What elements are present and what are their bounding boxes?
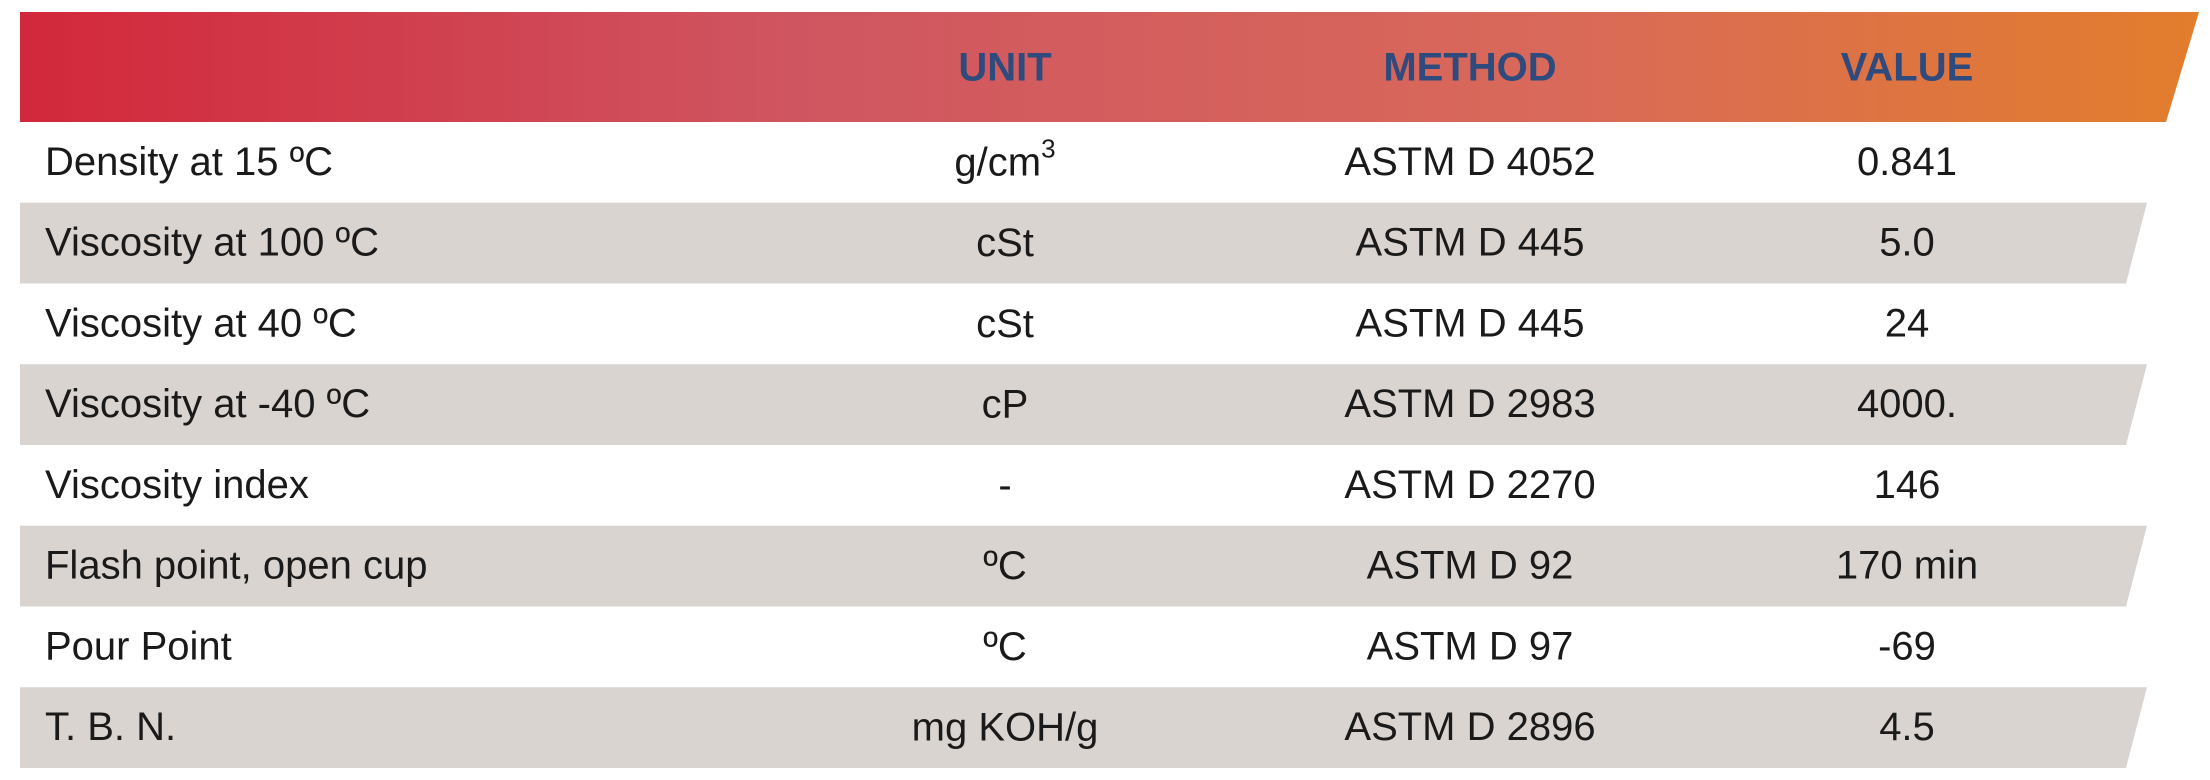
row-band (20, 364, 2147, 445)
method: ASTM D 2983 (1344, 382, 1595, 426)
value: 5.0 (1879, 221, 1935, 265)
value: 0.841 (1857, 140, 1957, 184)
value: 4000. (1857, 382, 1957, 426)
row-band (20, 687, 2147, 768)
column-header: VALUE (1841, 46, 1974, 90)
unit-text: cSt (976, 301, 1034, 345)
property: Pour Point (45, 624, 232, 668)
property: Flash point, open cup (45, 544, 427, 588)
unit-text: - (998, 463, 1011, 507)
unit-text: cSt (976, 221, 1034, 265)
unit-text: mg KOH/g (912, 705, 1099, 749)
unit-text: cP (982, 382, 1029, 426)
unit: cSt (976, 301, 1034, 345)
column-header: METHOD (1383, 46, 1556, 90)
property: T. B. N. (45, 705, 176, 749)
value: 24 (1885, 301, 1930, 345)
unit-text: g/cm (954, 140, 1041, 184)
unit: cSt (976, 221, 1034, 265)
unit: cP (982, 382, 1029, 426)
method: ASTM D 92 (1367, 544, 1574, 588)
value: -69 (1878, 624, 1936, 668)
value: 146 (1874, 463, 1941, 507)
method: ASTM D 2270 (1344, 463, 1595, 507)
method: ASTM D 445 (1356, 301, 1585, 345)
header-band (20, 12, 2199, 122)
value: 4.5 (1879, 705, 1935, 749)
unit-text: ºC (983, 624, 1027, 668)
property: Viscosity at 100 ºC (45, 221, 379, 265)
property: Viscosity at -40 ºC (45, 382, 370, 426)
property: Viscosity at 40 ºC (45, 301, 357, 345)
unit: ºC (983, 544, 1027, 588)
unit: g/cm3 (954, 133, 1055, 184)
property: Viscosity index (45, 463, 309, 507)
row-band (20, 202, 2147, 284)
row-band (20, 525, 2147, 607)
unit: mg KOH/g (912, 705, 1099, 749)
value: 170 min (1836, 544, 1978, 588)
property: Density at 15 ºC (45, 140, 333, 184)
method: ASTM D 97 (1367, 624, 1574, 668)
method: ASTM D 445 (1356, 221, 1585, 265)
column-header: UNIT (958, 46, 1051, 90)
method: ASTM D 2896 (1344, 705, 1595, 749)
method: ASTM D 4052 (1344, 140, 1595, 184)
unit-superscript: 3 (1041, 133, 1055, 163)
unit-text: ºC (983, 544, 1027, 588)
unit: ºC (983, 624, 1027, 668)
unit: - (998, 463, 1011, 507)
